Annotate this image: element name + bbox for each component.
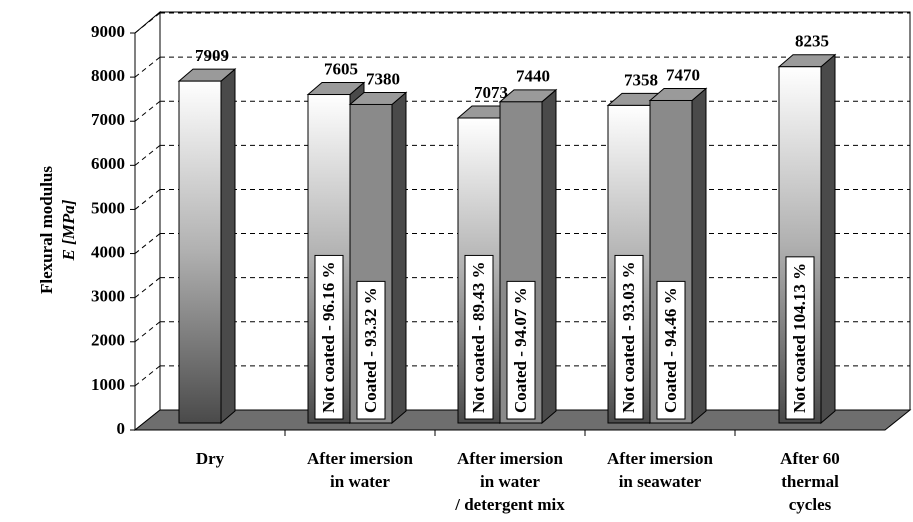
annotation-text: Coated - 93.32 % bbox=[361, 287, 380, 413]
annotation-box bbox=[656, 280, 686, 420]
y-axis-label: Flexural modulus E [MPa] bbox=[37, 166, 78, 294]
y-tick-label: 0 bbox=[117, 419, 126, 438]
annotation-box bbox=[506, 280, 536, 420]
value-label: 7358 bbox=[624, 70, 658, 89]
y-tick-label: 2000 bbox=[91, 331, 125, 350]
annotation-box bbox=[464, 254, 494, 420]
x-tick-label: After imersion bbox=[307, 449, 413, 468]
bar-side bbox=[820, 53, 836, 425]
annotation: Not coated 104.13 % bbox=[785, 256, 815, 420]
annotation-text: Not coated - 93.03 % bbox=[619, 261, 638, 413]
bar-side bbox=[541, 88, 557, 425]
annotation: Not coated - 96.16 % bbox=[314, 254, 344, 420]
annotation: Not coated - 93.03 % bbox=[614, 254, 644, 420]
x-tick-label: in water bbox=[480, 472, 540, 491]
x-tick-label: cycles bbox=[789, 495, 832, 514]
bar-side bbox=[691, 87, 707, 425]
y-axis-label-line: Flexural modulus bbox=[37, 166, 56, 294]
y-tick-label: 9000 bbox=[91, 22, 125, 41]
annotation: Coated - 93.32 % bbox=[356, 280, 386, 420]
y-tick-label: 5000 bbox=[91, 198, 125, 217]
annotation-text: Not coated - 89.43 % bbox=[469, 261, 488, 413]
annotation-text: Coated - 94.46 % bbox=[661, 287, 680, 413]
x-tick-label: After imersion bbox=[607, 449, 713, 468]
annotation: Coated - 94.07 % bbox=[506, 280, 536, 420]
x-tick-label: / detergent mix bbox=[454, 495, 565, 514]
value-label: 7073 bbox=[474, 83, 508, 102]
y-tick-label: 6000 bbox=[91, 154, 125, 173]
y-tick-label: 7000 bbox=[91, 110, 125, 129]
bar-side bbox=[220, 68, 236, 425]
x-tick-label: in water bbox=[330, 472, 390, 491]
annotation-text: Coated - 94.07 % bbox=[511, 287, 530, 413]
value-label: 7380 bbox=[366, 69, 400, 88]
x-tick-label: in seawater bbox=[619, 472, 702, 491]
value-label: 7909 bbox=[195, 46, 229, 65]
annotation-box bbox=[785, 256, 815, 420]
y-tick-label: 1000 bbox=[91, 375, 125, 394]
value-label: 8235 bbox=[795, 32, 829, 51]
annotation-box bbox=[614, 254, 644, 420]
x-tick-label: Dry bbox=[196, 449, 225, 468]
value-label: 7605 bbox=[324, 59, 358, 78]
y-tick-label: 8000 bbox=[91, 66, 125, 85]
bar-side bbox=[391, 91, 407, 425]
annotation-text: Not coated - 96.16 % bbox=[319, 261, 338, 413]
annotation: Not coated - 89.43 % bbox=[464, 254, 494, 420]
x-tick-label: thermal bbox=[781, 472, 839, 491]
bar bbox=[178, 80, 222, 424]
annotation: Coated - 94.46 % bbox=[656, 280, 686, 420]
x-tick-label: After imersion bbox=[457, 449, 563, 468]
annotation-text: Not coated 104.13 % bbox=[790, 263, 809, 413]
y-tick-label: 3000 bbox=[91, 287, 125, 306]
y-tick-label: 4000 bbox=[91, 242, 125, 261]
value-label: 7470 bbox=[666, 65, 700, 84]
y-axis-label-line: E [MPa] bbox=[59, 199, 78, 261]
annotation-box bbox=[356, 280, 386, 420]
x-tick-label: After 60 bbox=[780, 449, 840, 468]
annotation-box bbox=[314, 254, 344, 420]
value-label: 7440 bbox=[516, 67, 550, 86]
